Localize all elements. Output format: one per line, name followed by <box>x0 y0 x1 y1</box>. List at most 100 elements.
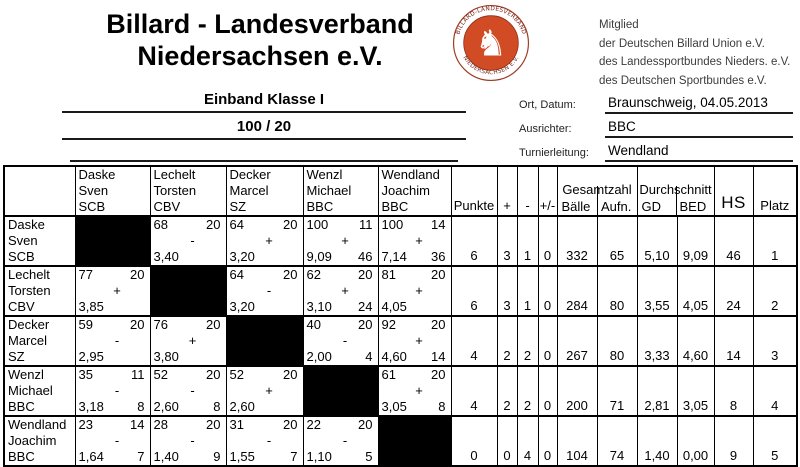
match-cell: 64 20-3,20 <box>225 265 304 317</box>
summary-hs: 9 <box>713 415 754 467</box>
player-club: CBV <box>8 299 35 314</box>
match-cell: 52 20-2,60 8 <box>149 365 227 417</box>
col-hs: HS <box>713 165 754 217</box>
membership-block: Mitglied der Deutschen Billard Union e.V… <box>599 16 790 90</box>
player-name: Lechelt <box>153 167 196 182</box>
turnierleitung-label: Turnierleitung: <box>519 147 589 159</box>
player-club: BBC <box>381 199 409 214</box>
match-average: 3,20 <box>229 299 255 314</box>
player-firstname: Joachim <box>381 183 430 198</box>
match-average: 4,60 <box>381 349 407 364</box>
summary-plus: 3 <box>496 265 518 317</box>
summary-minus: 1 <box>516 215 539 267</box>
match-highrun: 9 <box>213 449 221 464</box>
match-score: 92 <box>381 317 396 332</box>
summary-plus: 2 <box>496 365 518 417</box>
match-score: 59 <box>78 317 93 332</box>
match-score: 22 <box>306 417 321 432</box>
gd-label: GD <box>641 199 662 214</box>
summary-baelle: 200 <box>556 365 598 417</box>
match-score: 23 <box>78 417 93 432</box>
match-innings: 20 <box>206 217 221 232</box>
summary-platz: 1 <box>752 215 798 267</box>
baelle-label: Bälle <box>561 199 591 214</box>
game-mode: 100 / 20 <box>62 118 466 140</box>
match-result-sign: + <box>415 383 423 398</box>
summary-plusminus: 0 <box>537 215 558 267</box>
match-highrun: 8 <box>213 399 221 414</box>
match-cell: 81 20 +4,05 <box>377 265 452 317</box>
summary-gd: 1,40 <box>636 415 678 467</box>
header-row: Daske Sven SCB Lechelt Torsten CBV Decker Marce… <box>3 165 798 217</box>
match-result-sign: - <box>342 433 348 448</box>
association-seal-icon: BILLARD-LANDESVERBAND NIEDERSACHSEN E.V.… <box>452 4 530 82</box>
summary-plusminus: 0 <box>537 415 558 467</box>
match-cell: 52 20 +2,60 <box>225 365 304 417</box>
summary-platz: 5 <box>752 415 798 467</box>
match-cell: 62 20 +3,10 24 <box>302 265 379 317</box>
player-firstname: Marcel <box>229 183 269 198</box>
match-innings: 20 <box>431 367 446 382</box>
match-innings: 14 <box>130 417 145 432</box>
match-result-sign: - <box>190 433 195 448</box>
match-average: 4,05 <box>381 299 407 314</box>
player-firstname: Sven <box>8 233 38 248</box>
match-result-sign: + <box>113 283 121 298</box>
match-innings: 11 <box>359 217 373 232</box>
match-result-sign: + <box>341 283 349 298</box>
summary-platz: 3 <box>752 315 798 367</box>
match-highrun: 4 <box>365 349 373 364</box>
meta-row-ausrichter: Ausrichter: BBC <box>519 119 793 143</box>
match-result-sign: - <box>114 333 120 348</box>
match-result-sign: + <box>265 233 273 248</box>
match-score: 35 <box>78 367 93 382</box>
horse-icon: ♞ <box>475 23 507 64</box>
summary-aufn: 71 <box>596 365 638 417</box>
col-gesamtzahl: Gesamtzahl Bälle Aufn. <box>556 165 638 217</box>
match-innings: 20 <box>206 367 221 382</box>
match-average: 1,64 <box>78 449 104 464</box>
player-block-row: Decker Marcel SZ 59 20-2,95 76 20 +3,80 40 20-2,0… <box>3 315 798 367</box>
match-cell: 61 20 +3,05 8 <box>377 365 452 417</box>
match-innings: 20 <box>431 267 446 282</box>
summary-minus: 2 <box>516 365 539 417</box>
player-name: Wenzl <box>8 367 44 382</box>
player-club: CBV <box>153 199 181 214</box>
match-result-sign: + <box>415 283 423 298</box>
summary-bed: 4,05 <box>676 265 715 317</box>
match-innings: 14 <box>431 217 446 232</box>
summary-baelle: 332 <box>556 215 598 267</box>
match-result-sign: + <box>415 233 423 248</box>
match-innings: 20 <box>283 367 298 382</box>
summary-baelle: 267 <box>556 315 598 367</box>
summary-plusminus: 0 <box>537 265 558 317</box>
summary-hs: 46 <box>713 215 754 267</box>
match-score: 62 <box>306 267 321 282</box>
summary-gd: 3,33 <box>636 315 678 367</box>
match-score: 28 <box>153 417 168 432</box>
match-cell: 77 20 +3,85 <box>74 265 151 317</box>
match-score: 100 <box>381 217 404 232</box>
match-result-sign: - <box>190 383 195 398</box>
match-cell: 76 20 +3,80 <box>149 315 227 367</box>
match-score: 31 <box>229 417 244 432</box>
player-club: SZ <box>229 199 247 214</box>
match-average: 3,40 <box>153 249 179 264</box>
match-cell: 68 20-3,40 <box>149 215 227 267</box>
summary-gd: 2,81 <box>636 365 678 417</box>
match-innings: 11 <box>131 367 145 382</box>
player-col-header-decker: Decker Marcel SZ <box>225 165 304 217</box>
col-punkte: Punkte <box>450 165 498 217</box>
match-cell: 31 20-1,55 7 <box>225 415 304 467</box>
summary-baelle: 104 <box>556 415 598 467</box>
class-box: Einband Klasse I 100 / 20 <box>62 91 466 162</box>
match-highrun: 7 <box>290 449 298 464</box>
summary-plus: 0 <box>496 415 518 467</box>
summary-plus: 3 <box>496 215 518 267</box>
summary-gd: 3,55 <box>636 265 678 317</box>
player-col-header-wenzl: Wenzl Michael BBC <box>302 165 379 217</box>
match-score: 61 <box>381 367 396 382</box>
meta-fields: Ort, Datum: Braunschweig, 04.05.2013 Aus… <box>519 95 793 167</box>
match-average: 1,40 <box>153 449 179 464</box>
